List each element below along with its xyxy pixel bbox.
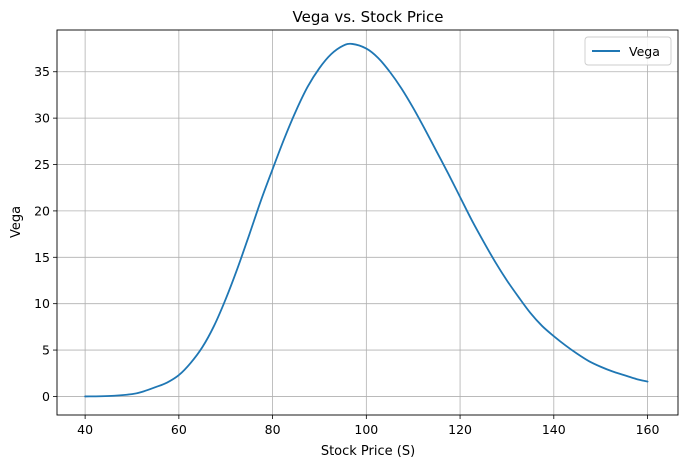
y-tick-label: 25 xyxy=(34,157,50,172)
y-tick-label: 20 xyxy=(34,203,50,218)
x-tick-label: 100 xyxy=(354,422,378,437)
y-tick-label: 30 xyxy=(34,111,50,126)
series-line-vega xyxy=(84,42,649,398)
series-layer xyxy=(84,42,649,398)
legend-box xyxy=(584,36,672,66)
legend: Vega xyxy=(584,36,672,66)
ticks: 40 60 80 100 120 140 160 0 5 10 15 20 25 30 35 xyxy=(34,64,659,437)
y-tick-label: 15 xyxy=(34,250,50,265)
chart-title: Vega vs. Stock Price xyxy=(293,8,444,26)
y-tick-label: 10 xyxy=(34,296,50,311)
x-tick-label: 60 xyxy=(171,422,187,437)
x-tick-label: 160 xyxy=(636,422,660,437)
y-tick-label: 5 xyxy=(42,343,50,358)
x-tick-label: 40 xyxy=(77,422,93,437)
x-tick-label: 120 xyxy=(448,422,472,437)
legend-label-vega: Vega xyxy=(629,44,660,59)
plot-frame xyxy=(56,29,679,416)
grid xyxy=(57,30,678,415)
x-tick-label: 80 xyxy=(265,422,281,437)
x-tick-label: 140 xyxy=(542,422,566,437)
y-tick-label: 35 xyxy=(34,64,50,79)
x-axis-label: Stock Price (S) xyxy=(321,444,415,459)
y-axis-label: Vega xyxy=(9,206,24,238)
y-tick-label: 0 xyxy=(42,389,50,404)
